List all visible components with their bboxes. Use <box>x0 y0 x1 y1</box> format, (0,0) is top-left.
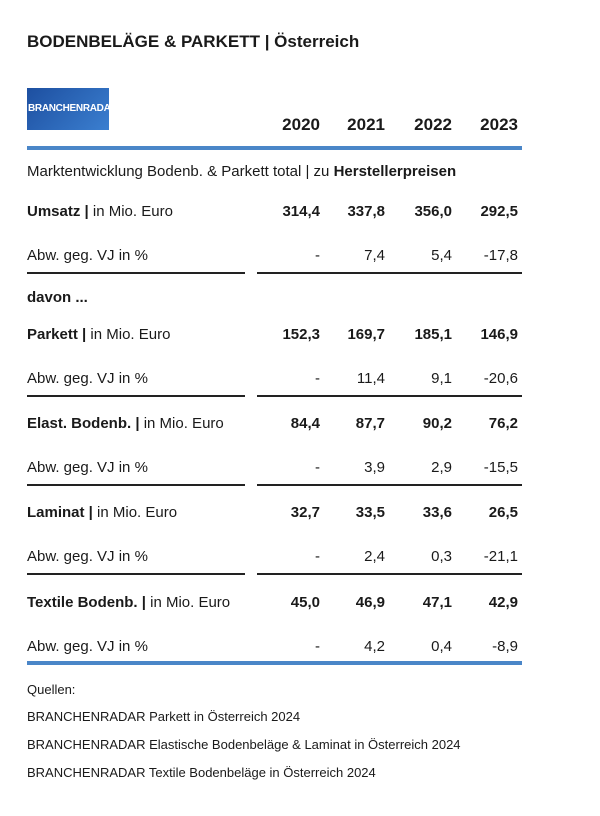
value: 32,7 <box>290 504 320 521</box>
change-value: -21,1 <box>483 548 518 565</box>
change-value: -15,5 <box>483 459 518 476</box>
subtitle: Marktentwicklung Bodenb. & Parkett total… <box>27 162 456 182</box>
row-divider <box>27 272 245 274</box>
year-header: 2022 <box>414 115 452 134</box>
logo-box: BRANCHENRADAR <box>27 88 118 130</box>
value: 90,2 <box>422 415 452 432</box>
value: 33,6 <box>422 504 452 521</box>
value: 292,5 <box>480 203 518 220</box>
row-label: Parkett | in Mio. Euro <box>27 325 170 345</box>
change-label: Abw. geg. VJ in % <box>27 247 148 264</box>
davon: davon ... <box>27 289 88 306</box>
change-value: 2,9 <box>431 459 452 476</box>
change-value: - <box>315 370 320 387</box>
row-label: Umsatz | in Mio. Euro <box>27 202 173 222</box>
year-header: 2021 <box>347 115 385 134</box>
row-divider <box>257 395 522 397</box>
row-divider <box>257 484 522 486</box>
change-label: Abw. geg. VJ in % <box>27 370 148 387</box>
change-value: - <box>315 459 320 476</box>
value: 33,5 <box>355 504 385 521</box>
change-value: 4,2 <box>364 638 385 655</box>
value: 47,1 <box>422 594 452 611</box>
value: 185,1 <box>414 326 452 343</box>
value: 26,5 <box>488 504 518 521</box>
change-value: 0,4 <box>431 638 452 655</box>
value: 87,7 <box>355 415 385 432</box>
row-label-unit: in Mio. Euro <box>92 504 178 521</box>
source-item: BRANCHENRADAR Textile Bodenbeläge in Öst… <box>27 765 376 780</box>
change-value: 7,4 <box>364 247 385 264</box>
change-value: -20,6 <box>483 370 518 387</box>
change-value: 3,9 <box>364 459 385 476</box>
sources-heading: Quellen: <box>27 682 76 697</box>
value: 84,4 <box>290 415 320 432</box>
change-label: Abw. geg. VJ in % <box>27 459 148 476</box>
row-label-bold: Elast. Bodenb. | <box>27 415 140 432</box>
value: 314,4 <box>282 203 320 220</box>
change-value: 5,4 <box>431 247 452 264</box>
value: 356,0 <box>414 203 452 220</box>
row-divider <box>257 573 522 575</box>
row-label-unit: in Mio. Euro <box>139 415 224 432</box>
subtitle-text: Marktentwicklung Bodenb. & Parkett total… <box>27 163 334 180</box>
value: 76,2 <box>488 415 518 432</box>
change-value: -17,8 <box>483 247 518 264</box>
change-label: Abw. geg. VJ in % <box>27 638 148 655</box>
change-label: Abw. geg. VJ in % <box>27 548 148 565</box>
row-label-bold: Parkett | <box>27 326 87 343</box>
row-divider <box>27 484 245 486</box>
row-label-unit: in Mio. Euro <box>86 326 171 343</box>
row-label: Elast. Bodenb. | in Mio. Euro <box>27 414 224 434</box>
subtitle-bold: Herstellerpreisen <box>333 163 457 180</box>
row-label-bold: Umsatz | <box>27 203 89 220</box>
row-label: Laminat | in Mio. Euro <box>27 503 177 523</box>
year-header: 2020 <box>282 115 320 134</box>
row-label-bold: Laminat | <box>27 504 93 521</box>
value: 46,9 <box>355 594 385 611</box>
source-item: BRANCHENRADAR Parkett in Österreich 2024 <box>27 709 301 724</box>
footer-rule <box>27 661 522 665</box>
row-label-unit: in Mio. Euro <box>88 203 173 220</box>
row-divider <box>257 272 522 274</box>
year-header: 2023 <box>480 115 518 134</box>
row-label-unit: in Mio. Euro <box>145 594 231 611</box>
change-value: 9,1 <box>431 370 452 387</box>
title: BODENBELÄGE & PARKETT | Österreich <box>27 32 360 51</box>
value: 146,9 <box>480 326 518 343</box>
change-value: - <box>315 638 320 655</box>
value: 169,7 <box>347 326 385 343</box>
change-value: - <box>315 247 320 264</box>
value: 337,8 <box>347 203 385 220</box>
value: 152,3 <box>282 326 320 343</box>
change-value: 0,3 <box>431 548 452 565</box>
change-value: - <box>315 548 320 565</box>
row-divider <box>27 573 245 575</box>
source-item: BRANCHENRADAR Elastische Bodenbeläge & L… <box>27 737 461 752</box>
row-label: Textile Bodenb. | in Mio. Euro <box>27 593 230 613</box>
change-value: -8,9 <box>492 638 518 655</box>
change-value: 2,4 <box>364 548 385 565</box>
value: 42,9 <box>488 594 518 611</box>
logo-text: BRANCHENRADAR <box>28 103 118 114</box>
row-divider <box>27 395 245 397</box>
change-value: 11,4 <box>356 370 385 387</box>
value: 45,0 <box>290 594 320 611</box>
row-label-bold: Textile Bodenb. | <box>27 594 146 611</box>
header-rule <box>27 146 522 150</box>
